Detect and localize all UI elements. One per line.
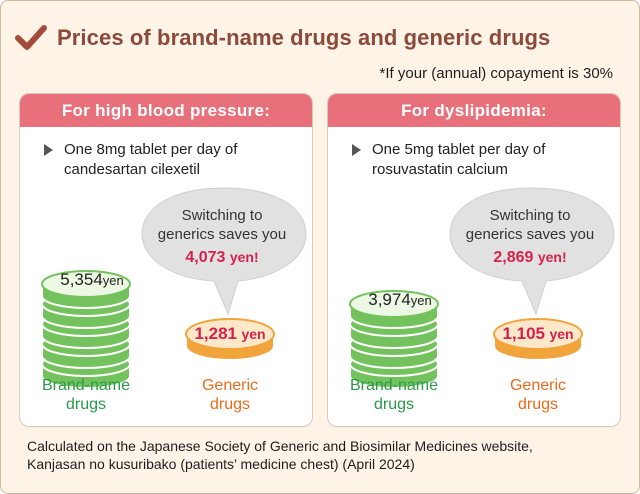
brand-price: 5,354yen: [50, 270, 134, 290]
panel-high-blood-pressure: For high blood pressure: One 8mg tablet …: [19, 93, 313, 427]
footnote-line-1: Calculated on the Japanese Society of Ge…: [27, 438, 533, 454]
savings-amount: 2,869 yen!: [452, 248, 608, 267]
bullet-triangle-icon: [44, 144, 53, 156]
brand-price-value: 3,974: [368, 290, 411, 309]
panel-header: For high blood pressure:: [20, 94, 312, 127]
generic-price-value: 1,281: [194, 324, 237, 343]
savings-bubble: Switching to generics saves you 4,073 ye…: [144, 206, 300, 267]
dosage-line-2: rosuvastatin calcium: [372, 161, 508, 178]
panel-header: For dyslipidemia:: [328, 94, 620, 127]
bubble-line-2: generics saves you: [465, 226, 595, 243]
generic-price: 1,281 yen: [184, 324, 276, 344]
generic-price-value: 1,105: [502, 324, 545, 343]
generic-label-line-1: Generic: [509, 377, 567, 394]
savings-value: 2,869: [493, 249, 534, 266]
brand-label: Brand-name drugs: [30, 376, 142, 414]
title-row: Prices of brand-name drugs and generic d…: [15, 21, 550, 55]
source-footnote: Calculated on the Japanese Society of Ge…: [27, 437, 627, 473]
speech-bubble-icon: [141, 187, 307, 316]
dosage-description: One 8mg tablet per day of candesartan ci…: [44, 140, 304, 180]
dosage-line-2: candesartan cilexetil: [64, 161, 200, 178]
savings-bubble: Switching to generics saves you 2,869 ye…: [452, 206, 608, 267]
savings-amount: 4,073 yen!: [144, 248, 300, 267]
brand-label-line-2: drugs: [373, 396, 415, 413]
savings-unit: yen!: [537, 249, 567, 265]
brand-label-line-1: Brand-name: [349, 377, 439, 394]
dosage-line-1: One 5mg tablet per day of: [372, 141, 546, 158]
savings-value: 4,073: [185, 249, 226, 266]
brand-price-value: 5,354: [60, 270, 103, 289]
bullet-triangle-icon: [352, 144, 361, 156]
brand-label-line-1: Brand-name: [41, 377, 131, 394]
bubble-line-1: Switching to: [489, 207, 571, 224]
generic-label: Generic drugs: [488, 376, 588, 414]
generic-price-unit: yen: [241, 326, 266, 342]
speech-bubble-icon: [449, 187, 615, 316]
generic-label-line-1: Generic: [201, 377, 259, 394]
footnote-line-2: Kanjasan no kusuribako (patients’ medici…: [27, 456, 415, 472]
brand-price-unit: yen: [410, 293, 432, 308]
generic-price-unit: yen: [549, 326, 574, 342]
generic-price: 1,105 yen: [492, 324, 584, 344]
checkmark-icon: [15, 25, 47, 50]
brand-pill-stack-icon: [41, 270, 131, 389]
dosage-line-1: One 8mg tablet per day of: [64, 141, 238, 158]
generic-pill-icon: [185, 318, 275, 361]
page-title: Prices of brand-name drugs and generic d…: [57, 25, 551, 50]
brand-price: 3,974yen: [358, 290, 442, 310]
generic-pill-icon: [493, 318, 583, 361]
brand-pill-stack-icon: [349, 290, 439, 389]
brand-label-line-2: drugs: [65, 396, 107, 413]
copayment-note: *If your (annual) copayment is 30%: [379, 65, 613, 82]
brand-label: Brand-name drugs: [338, 376, 450, 414]
bubble-line-1: Switching to: [181, 207, 263, 224]
generic-label-line-2: drugs: [209, 396, 251, 413]
panel-dyslipidemia: For dyslipidemia: One 5mg tablet per day…: [327, 93, 621, 427]
bubble-line-2: generics saves you: [157, 226, 287, 243]
dosage-description: One 5mg tablet per day of rosuvastatin c…: [352, 140, 612, 180]
savings-unit: yen!: [229, 249, 259, 265]
generic-label-line-2: drugs: [517, 396, 559, 413]
generic-label: Generic drugs: [180, 376, 280, 414]
brand-price-unit: yen: [102, 273, 124, 288]
